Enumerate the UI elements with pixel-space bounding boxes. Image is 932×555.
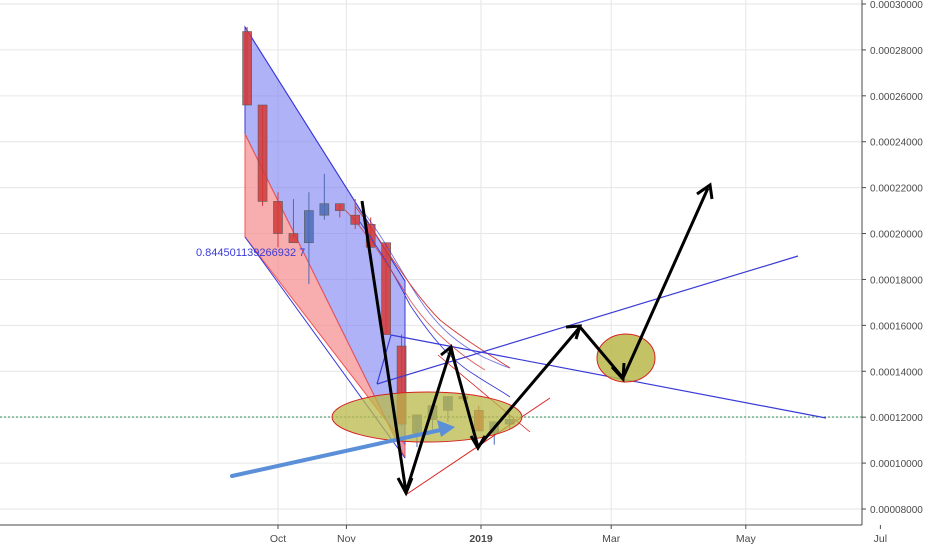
ma-line-blue-2 xyxy=(364,213,511,369)
x-tick-label: Oct xyxy=(270,533,286,545)
trend-arrow-shaft xyxy=(230,427,447,478)
y-tick-label: 0.00014000 xyxy=(870,367,923,378)
candle[interactable] xyxy=(273,192,283,248)
candle[interactable] xyxy=(257,104,268,206)
candle[interactable] xyxy=(242,26,252,106)
y-tick-label: 0.00024000 xyxy=(870,138,923,149)
ma-line-red-2 xyxy=(344,209,486,371)
ma-line-blue xyxy=(359,221,511,398)
candle-body xyxy=(273,201,283,234)
x-axis-ticks: Oct Nov 2019 Mar May Jul xyxy=(270,525,887,545)
y-tick-label: 0.00026000 xyxy=(870,92,923,103)
candle-body xyxy=(334,203,345,211)
arrow-head-2 xyxy=(440,344,456,361)
x-tick-label: 2019 xyxy=(469,533,493,545)
x-tick-label: Jul xyxy=(874,533,887,545)
candle[interactable] xyxy=(288,199,299,244)
price-axis-background xyxy=(862,0,932,550)
target-zone-ellipse xyxy=(596,333,656,383)
red-channel xyxy=(244,133,406,459)
candle-body xyxy=(304,210,314,244)
y-tick-label: 0.00010000 xyxy=(870,459,923,470)
arrow-head-3 xyxy=(469,435,487,451)
y-tick-label: 0.00022000 xyxy=(870,184,923,195)
y-tick-label: 0.00016000 xyxy=(870,321,923,332)
x-tick-label: Mar xyxy=(602,533,621,545)
y-tick-label: 0.00018000 xyxy=(870,275,923,286)
arrow-head-4 xyxy=(565,324,583,340)
time-axis-background xyxy=(0,525,932,550)
candle-body xyxy=(288,233,299,244)
y-tick-label: 0.00028000 xyxy=(870,46,923,57)
y-tick-label: 0.00012000 xyxy=(870,413,923,424)
arrow-head-5 xyxy=(610,362,626,383)
y-tick-label: 0.00030000 xyxy=(870,0,923,11)
arrow-head-6 xyxy=(696,182,714,200)
candle[interactable] xyxy=(381,242,391,335)
candle-body xyxy=(257,104,268,202)
candle-body xyxy=(350,214,361,225)
candle-body xyxy=(242,31,252,106)
candle[interactable] xyxy=(334,203,345,218)
y-tick-label: 0.00008000 xyxy=(870,505,923,516)
y-tick-label: 0.00020000 xyxy=(870,230,923,241)
candle[interactable] xyxy=(319,173,330,220)
candle-body xyxy=(381,242,391,335)
arrow-head-1 xyxy=(396,477,414,497)
triangle-left-leg xyxy=(376,334,392,385)
grid xyxy=(0,0,881,525)
x-tick-label: May xyxy=(736,533,757,545)
fib-ratio-label: 0.844501139266932 7 xyxy=(196,247,305,259)
candle-body xyxy=(319,203,330,216)
drawings-front: 0.844501139266932 7 xyxy=(196,182,827,497)
trend-arrow-head xyxy=(437,420,455,437)
y-axis-ticks: 0.00030000 0.00028000 0.00026000 0.00024000… xyxy=(862,0,923,516)
x-tick-label: Nov xyxy=(337,533,356,545)
candle[interactable] xyxy=(304,192,314,285)
candle[interactable] xyxy=(350,199,361,229)
